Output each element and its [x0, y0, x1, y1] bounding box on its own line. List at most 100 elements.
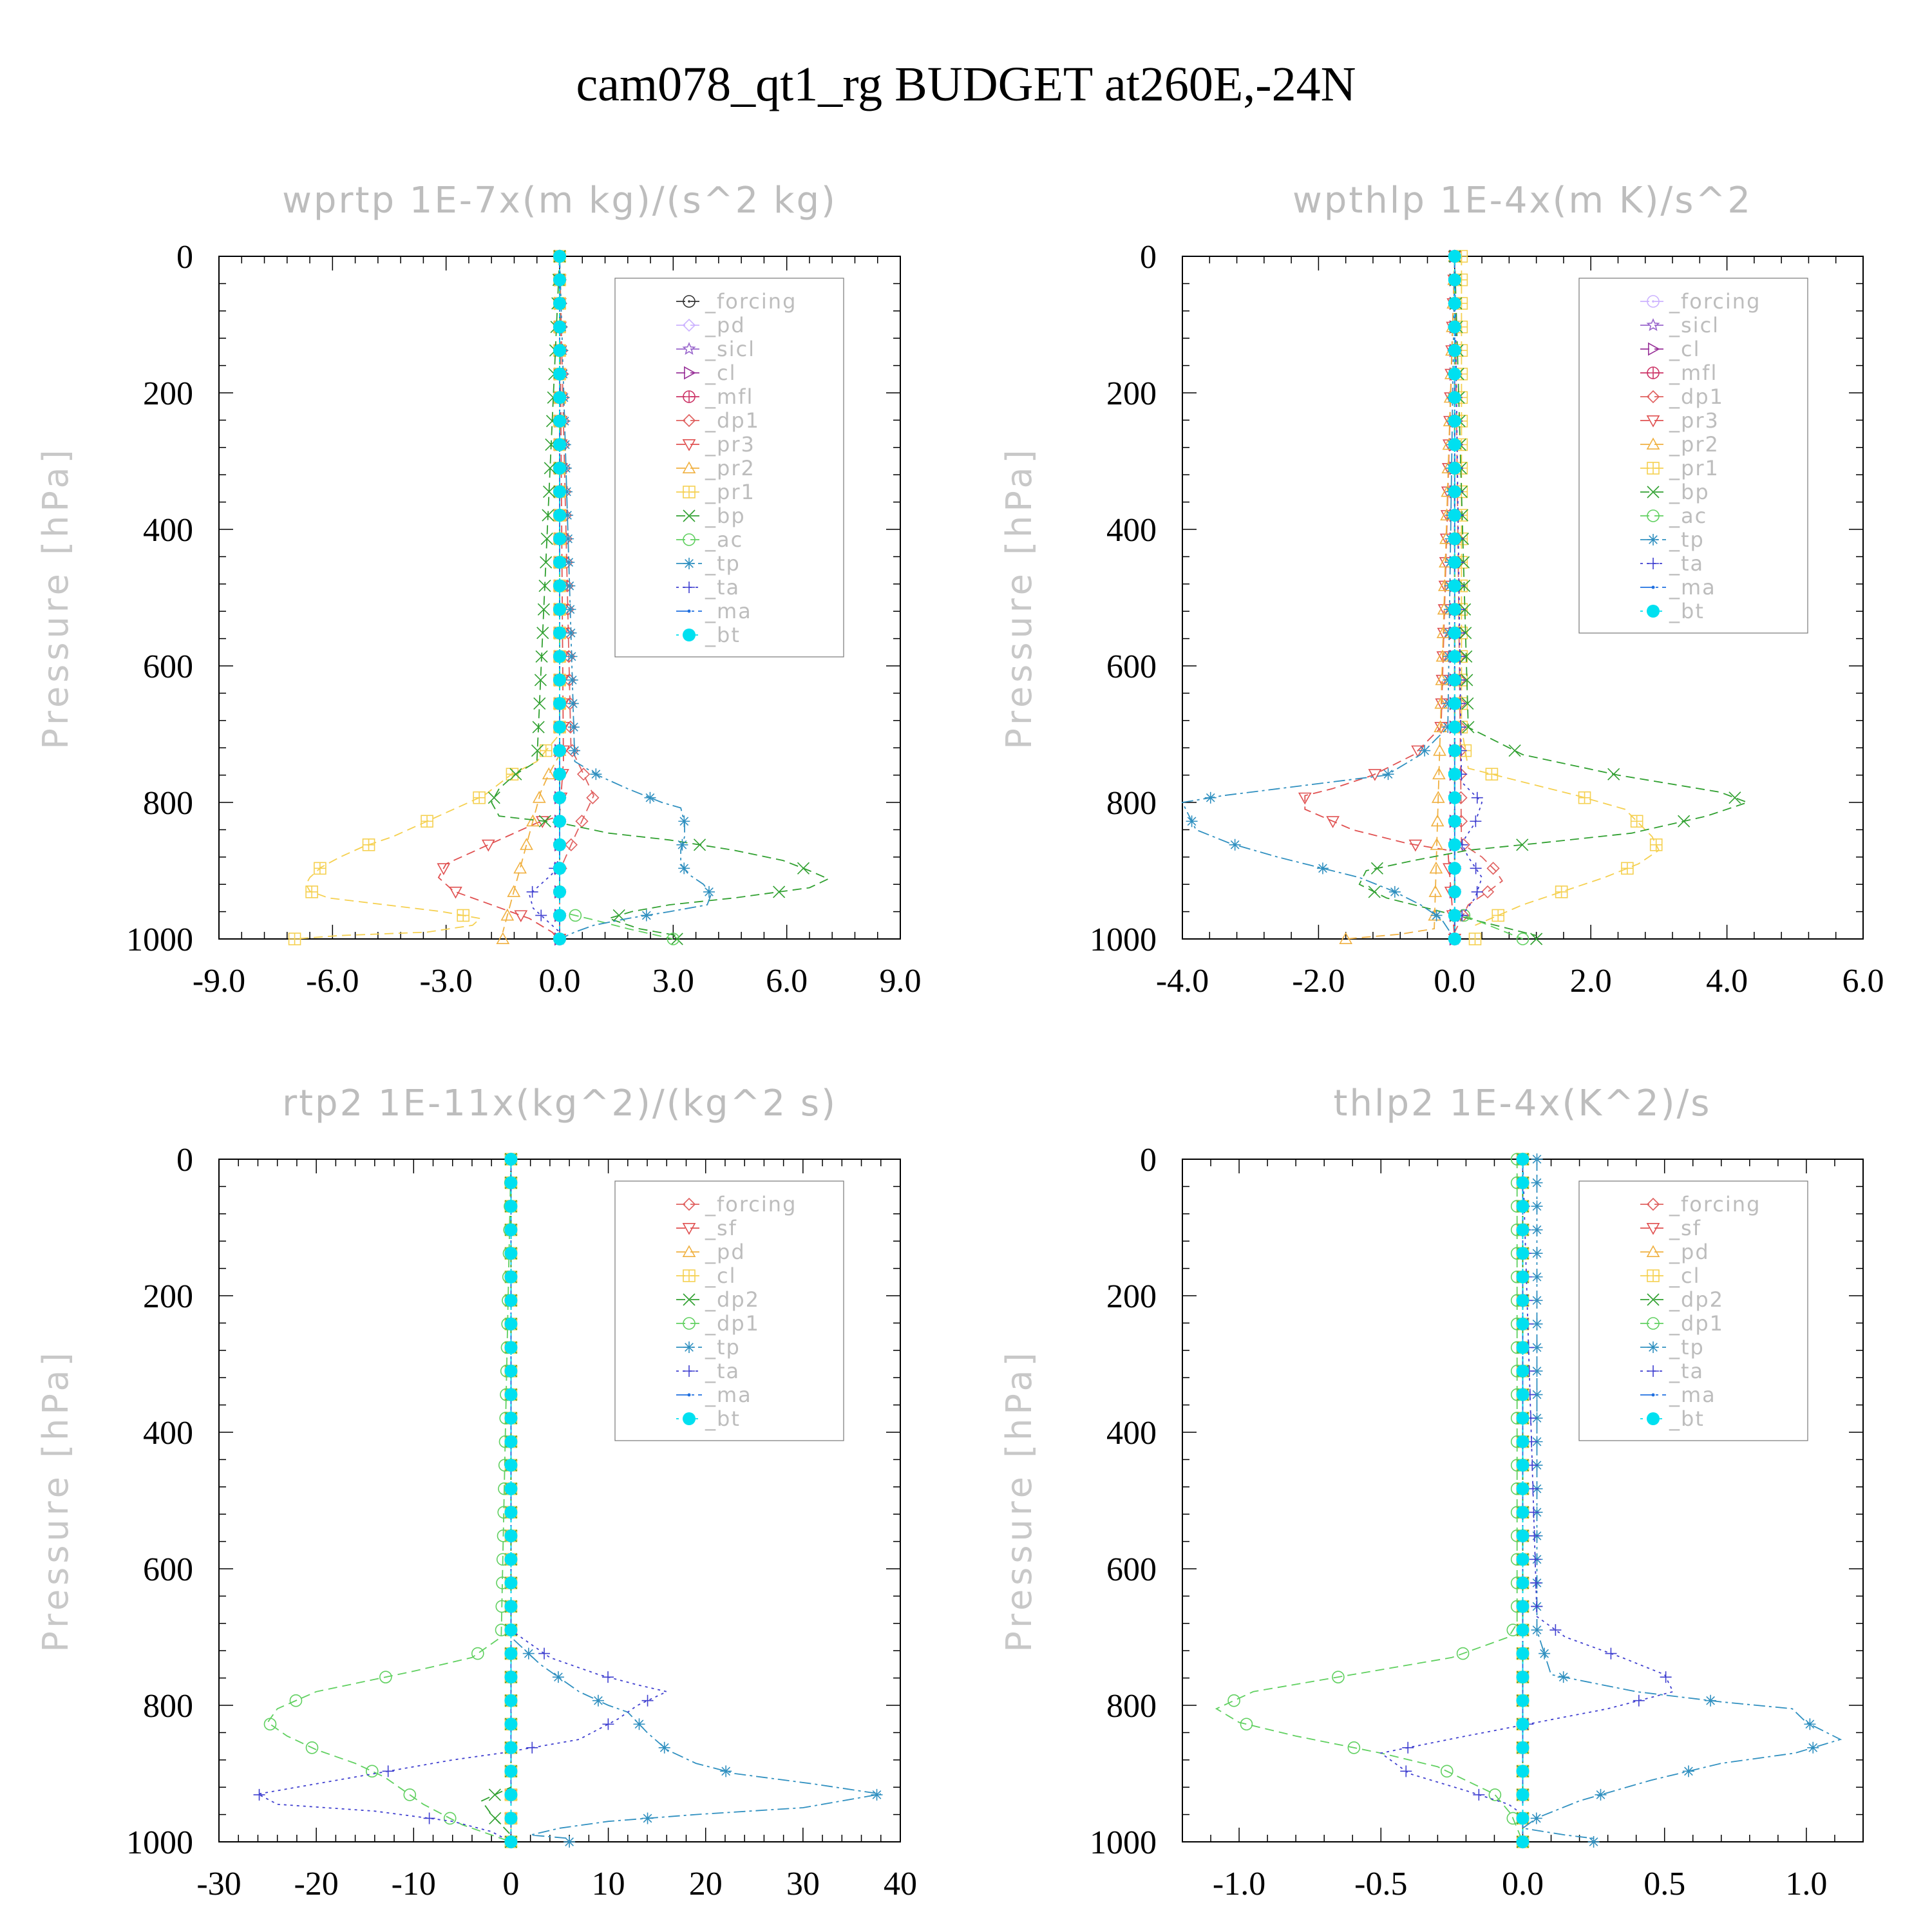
legend-entry: _tp: [676, 551, 741, 576]
x-tick-label: 1.0: [1785, 1866, 1827, 1902]
series-point: [288, 933, 301, 945]
series-point: [1435, 649, 1450, 662]
series-point: [533, 697, 546, 710]
series-point: [1516, 1694, 1530, 1707]
series-bt: [553, 250, 566, 945]
series-point: [289, 1694, 303, 1707]
legend-entry: _ma: [1640, 575, 1715, 600]
legend-label: _tp: [1669, 527, 1705, 552]
series-line: [1304, 256, 1455, 940]
series-point: [773, 886, 786, 898]
series-point: [1461, 697, 1474, 710]
series-point: [522, 1647, 535, 1660]
legend-entry: _bt: [1640, 1406, 1703, 1431]
x-tick-label: 0.0: [1502, 1866, 1544, 1902]
series-point: [1460, 650, 1473, 663]
series-point: [1448, 909, 1461, 922]
series-point: [1430, 909, 1443, 922]
legend-label: _mfl: [1669, 361, 1718, 385]
series-point: [797, 862, 810, 875]
series-point: [1516, 1600, 1530, 1613]
series-point: [504, 1364, 518, 1378]
series-point: [553, 344, 566, 357]
series-point: [544, 462, 556, 475]
legend-entry: _cl: [1640, 1264, 1699, 1288]
series-point: [1473, 1788, 1485, 1801]
series-point: [1448, 721, 1461, 734]
series-pr1: [1455, 250, 1663, 945]
legend-label: _tp: [705, 551, 741, 576]
legend-entry: _dp1: [1640, 1311, 1723, 1336]
series-point: [553, 650, 566, 663]
series-point: [1429, 861, 1443, 874]
series-point: [553, 697, 566, 710]
legend-entry: _cl: [1640, 337, 1699, 361]
series-line: [559, 256, 594, 939]
chart-title: wprtp 1E-7x(m kg)/(s^2 kg): [282, 180, 837, 222]
series-point: [1530, 933, 1543, 945]
series-point: [423, 1812, 435, 1824]
y-tick-label: 400: [1106, 1415, 1157, 1452]
x-tick-label: 0: [502, 1866, 519, 1902]
series-point: [504, 1600, 518, 1613]
y-tick-label: 600: [1106, 1551, 1157, 1588]
series-point: [362, 838, 375, 851]
series-point: [1531, 1318, 1543, 1330]
legend-entry: _pr1: [1640, 456, 1718, 480]
series-point: [504, 1153, 518, 1166]
series-point: [1621, 862, 1634, 875]
series-point: [504, 1671, 518, 1684]
legend-entry: _pd: [676, 313, 746, 337]
series-point: [1557, 1671, 1569, 1683]
y-tick-label: 800: [1106, 1688, 1157, 1725]
y-tick-label: 0: [176, 239, 193, 276]
series-bt: [504, 1153, 518, 1848]
legend-label: _pr2: [1669, 432, 1719, 457]
series-point: [1528, 1506, 1540, 1519]
series-point: [1471, 791, 1483, 804]
legend-entry: _bt: [1640, 599, 1703, 623]
series-point: [1370, 862, 1383, 875]
legend-label: _pd: [705, 313, 746, 337]
legend-entry: _mfl: [676, 384, 752, 409]
x-tick-label: 2.0: [1570, 963, 1612, 999]
legend-label: _pd: [1669, 1240, 1710, 1264]
legend-label: _pr1: [705, 480, 755, 504]
series-point: [504, 1576, 518, 1589]
x-tick-label: -0.5: [1354, 1866, 1407, 1902]
series-point: [504, 1341, 518, 1354]
series-point: [576, 768, 591, 781]
legend-entry: _tp: [1640, 527, 1705, 552]
series-point: [1339, 932, 1353, 944]
series-point: [382, 1765, 394, 1777]
legend-entry: _pr2: [1640, 432, 1719, 457]
legend-entry: _ta: [1640, 551, 1703, 576]
chart-panel-2: wpthlp 1E-4x(m K)/s^2 Pressure [hPa] -4.0 -…: [999, 180, 1884, 999]
series-point: [543, 485, 556, 498]
series-point: [1516, 1671, 1530, 1684]
chart-panel-1: wprtp 1E-7x(m kg)/(s^2 kg) Pressure [hPa]…: [35, 180, 922, 999]
series-line: [1454, 256, 1483, 926]
series-point: [504, 1294, 518, 1307]
legend-entry: _dp1: [676, 1311, 760, 1336]
series-point: [1630, 815, 1643, 828]
legend-label: _forcing: [705, 1192, 797, 1217]
series-point: [640, 909, 652, 922]
legend-label: _ta: [705, 1359, 740, 1383]
x-tick-label: 0.0: [1434, 963, 1475, 999]
series-point: [1448, 297, 1461, 310]
series-point: [1382, 768, 1394, 781]
series-point: [590, 768, 602, 781]
legend-entry: _bp: [1640, 480, 1709, 504]
series-point: [1516, 1200, 1530, 1213]
series-point: [504, 1482, 518, 1495]
x-tick-label: 6.0: [766, 963, 808, 999]
series-point: [1448, 273, 1461, 287]
y-tick-label: 400: [1106, 512, 1157, 549]
series-point: [564, 1836, 576, 1848]
legend-label: _bt: [705, 1406, 741, 1431]
series-point: [538, 815, 551, 828]
legend-label: _dp1: [705, 1311, 760, 1336]
series-point: [565, 650, 578, 663]
